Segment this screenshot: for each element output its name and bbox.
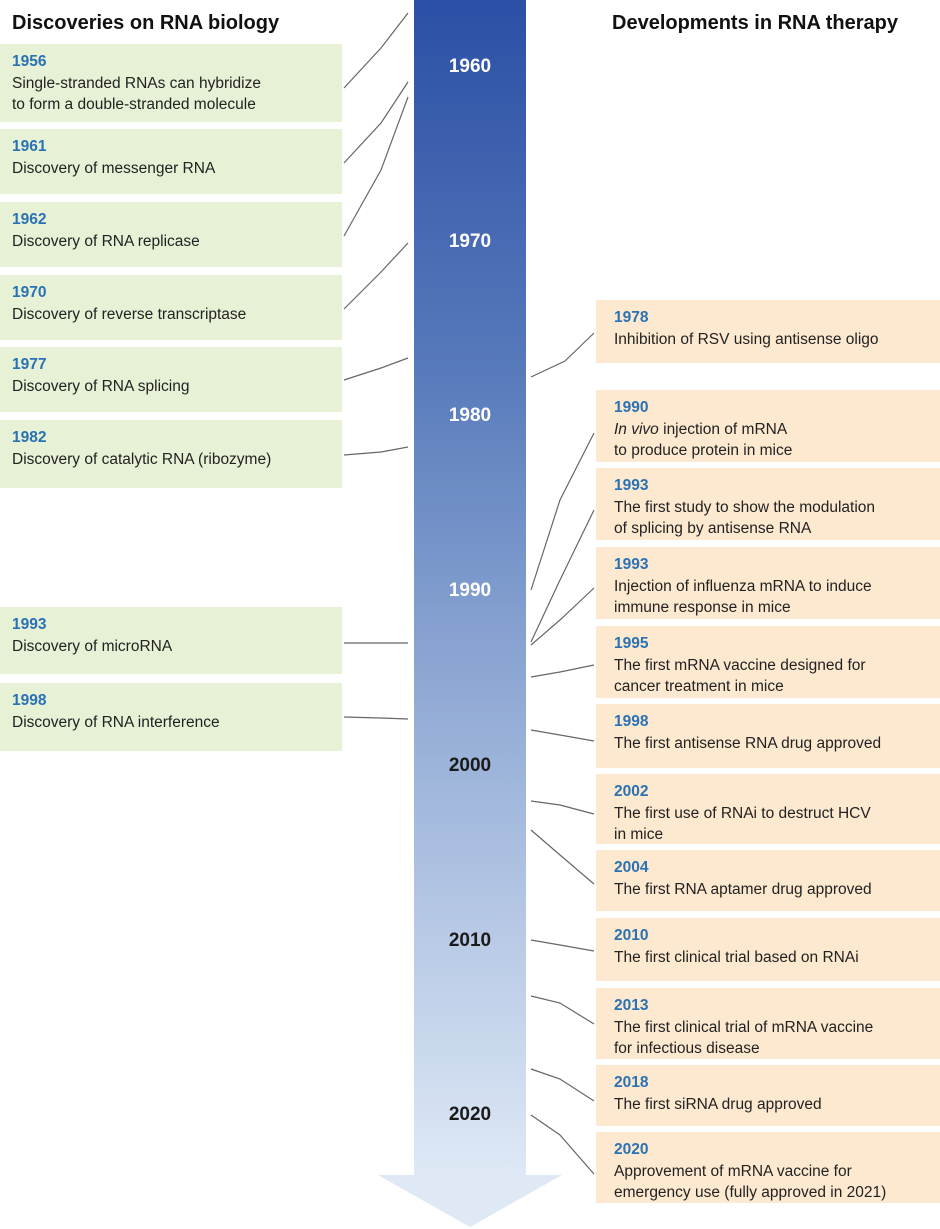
therapy-event: 1998 The first antisense RNA drug approv…: [596, 704, 940, 768]
event-year: 1995: [614, 635, 649, 652]
event-year: 2004: [614, 859, 649, 876]
timeline-bar: [414, 0, 526, 1178]
connector-line: [530, 1068, 595, 1102]
connector-line: [530, 432, 595, 591]
connector-line: [530, 995, 595, 1025]
event-text: Injection of influenza mRNA to induce im…: [614, 577, 872, 617]
event-year: 1990: [614, 399, 649, 416]
therapy-event: 1995 The first mRNA vaccine designed for…: [596, 626, 940, 698]
connector-line: [343, 96, 409, 237]
connector-line: [343, 357, 409, 381]
connector-line: [530, 332, 595, 378]
decade-label: 1960: [448, 56, 492, 77]
connector-line: [530, 729, 595, 742]
event-text: Discovery of messenger RNA: [12, 159, 216, 177]
event-text: Approvement of mRNA vaccine for emergenc…: [614, 1162, 887, 1202]
biology-event: 1993 Discovery of microRNA: [0, 607, 342, 674]
event-text: Discovery of RNA replicase: [12, 232, 200, 250]
event-text: Inhibition of RSV using antisense oligo: [614, 330, 879, 348]
biology-event: 1977 Discovery of RNA splicing: [0, 347, 342, 412]
biology-heading: Discoveries on RNA biology: [12, 12, 280, 34]
connector-line: [530, 800, 595, 815]
therapy-event: 1993 The first study to show the modulat…: [596, 468, 940, 540]
decade-label: 2000: [448, 755, 492, 776]
biology-event: 1970 Discovery of reverse transcriptase: [0, 275, 342, 340]
connector-line: [530, 829, 595, 885]
therapy-event: 1993 Injection of influenza mRNA to indu…: [596, 547, 940, 619]
event-year: 1998: [12, 692, 47, 709]
connector-line: [343, 12, 409, 89]
event-text: The first antisense RNA drug approved: [614, 734, 882, 752]
event-year: 2002: [614, 783, 649, 800]
therapy-event: 2002 The first use of RNAi to destruct H…: [596, 774, 940, 844]
connector-line: [343, 242, 409, 310]
connector-line: [530, 587, 595, 646]
event-year: 1993: [12, 616, 47, 633]
therapy-event: 2018 The first siRNA drug approved: [596, 1065, 940, 1126]
connector-line: [530, 664, 595, 678]
event-text: The first clinical trial based on RNAi: [614, 948, 859, 966]
therapy-event: 2004 The first RNA aptamer drug approved: [596, 850, 940, 911]
event-year: 1961: [12, 138, 47, 155]
event-year: 1977: [12, 356, 47, 373]
therapy-event: 2013 The first clinical trial of mRNA va…: [596, 988, 940, 1059]
event-year: 1970: [12, 284, 47, 301]
therapy-event: 2010 The first clinical trial based on R…: [596, 918, 940, 981]
event-text: The first clinical trial of mRNA vaccine…: [614, 1018, 874, 1058]
event-year: 1998: [614, 713, 649, 730]
event-text: The first RNA aptamer drug approved: [614, 880, 872, 898]
event-year: 1978: [614, 309, 649, 326]
event-text-italic: In vivo: [614, 420, 659, 438]
event-year: 2020: [614, 1141, 649, 1158]
decade-label: 2020: [448, 1104, 492, 1125]
therapy-event: 2020 Approvement of mRNA vaccine for eme…: [596, 1132, 940, 1203]
therapy-heading: Developments in RNA therapy: [612, 12, 898, 34]
decade-label: 1970: [448, 231, 492, 252]
connector-line: [343, 81, 409, 164]
connector-line: [343, 446, 409, 456]
biology-event: 1998 Discovery of RNA interference: [0, 683, 342, 751]
biology-event: 1961 Discovery of messenger RNA: [0, 129, 342, 194]
event-year: 2018: [614, 1074, 649, 1091]
event-year: 2010: [614, 927, 649, 944]
event-text-rest: injection of mRNA to produce protein in …: [614, 420, 793, 460]
event-text: Discovery of catalytic RNA (ribozyme): [12, 450, 272, 468]
decade-label: 1980: [448, 405, 492, 426]
connector-line: [530, 1114, 595, 1175]
event-year: 1993: [614, 477, 649, 494]
therapy-event: 1990 In vivo injection of mRNA to produc…: [596, 390, 940, 462]
biology-event: 1956 Single-stranded RNAs can hybridize …: [0, 44, 342, 122]
event-year: 1982: [12, 429, 47, 446]
connector-line: [530, 509, 595, 643]
connector-line: [530, 939, 595, 952]
event-text: Discovery of reverse transcriptase: [12, 305, 247, 323]
event-text: In vivo injection of mRNA to produce pro…: [614, 419, 930, 462]
event-text: The first siRNA drug approved: [614, 1095, 822, 1113]
event-text: The first use of RNAi to destruct HCV in…: [614, 804, 871, 844]
biology-event: 1962 Discovery of RNA replicase: [0, 202, 342, 267]
timeline-arrowhead: [378, 1175, 562, 1227]
event-year: 1956: [12, 53, 47, 70]
biology-event: 1982 Discovery of catalytic RNA (ribozym…: [0, 420, 342, 488]
event-text: Discovery of RNA splicing: [12, 377, 190, 395]
event-text: The first mRNA vaccine designed for canc…: [614, 656, 866, 696]
event-year: 2013: [614, 997, 649, 1014]
therapy-event: 1978 Inhibition of RSV using antisense o…: [596, 300, 940, 363]
event-text: Discovery of microRNA: [12, 637, 173, 655]
decade-label: 2010: [448, 930, 492, 951]
event-text: Single-stranded RNAs can hybridize to fo…: [12, 74, 261, 114]
event-text: The first study to show the modulation o…: [614, 498, 876, 538]
event-year: 1962: [12, 211, 47, 228]
decade-label: 1990: [448, 580, 492, 601]
event-year: 1993: [614, 556, 649, 573]
connector-line: [343, 716, 409, 720]
event-text: Discovery of RNA interference: [12, 713, 220, 731]
